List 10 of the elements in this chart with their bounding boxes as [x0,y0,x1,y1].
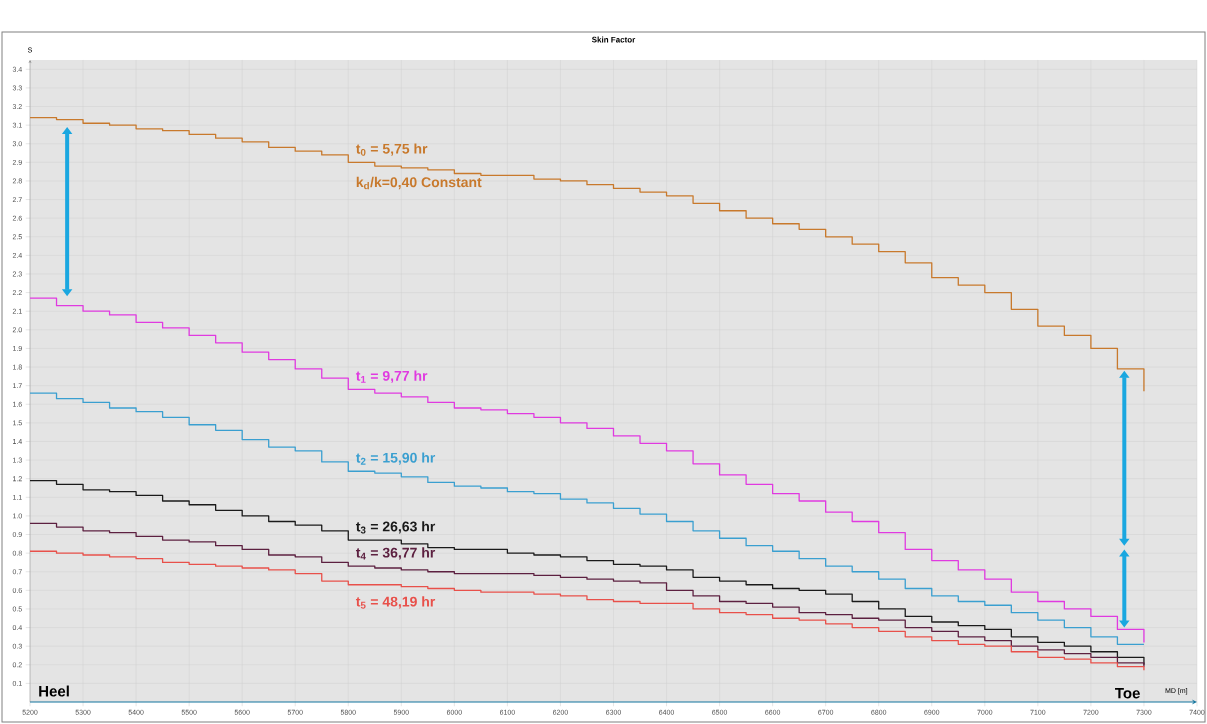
annotation: Toe [1115,688,1140,699]
series-label: t$_{3}$ = 26,63 hr [355,521,436,534]
series-label: t$_{0}$ = 5,75 hr [355,143,428,156]
series-label: t$_{4}$ = 36,77 hr [355,547,436,560]
series-label: t$_{1}$ = 9,77 hr [355,370,428,383]
series-label: t$_{5}$ = 48,19 hr [355,596,436,609]
series-label: t$_{2}$ = 15,90 hr [355,452,436,465]
annotation: Heel [39,685,69,697]
chart-title: Skin Factor [591,36,636,43]
annotation: k$_{d}$/k=0,40 Constant [356,176,482,190]
